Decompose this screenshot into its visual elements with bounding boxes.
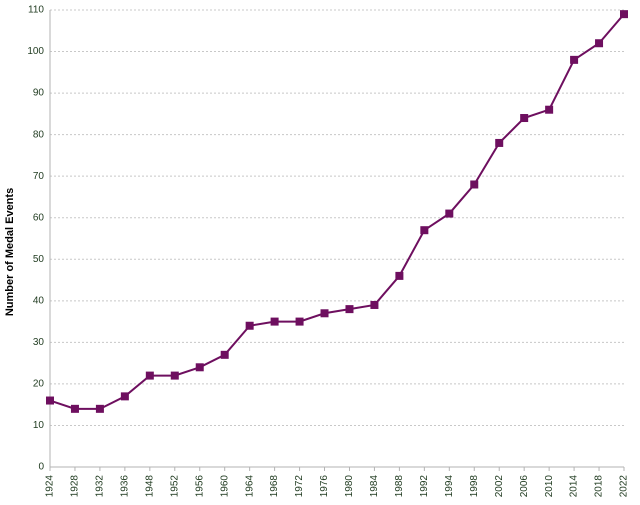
marker xyxy=(320,309,329,318)
line xyxy=(49,13,625,410)
x-tick-label: 1952 xyxy=(169,475,180,498)
marker xyxy=(170,371,179,380)
x-tick-label: 1948 xyxy=(144,475,155,498)
y-tick-label: 30 xyxy=(33,337,45,348)
y-tick-label: 60 xyxy=(33,212,45,223)
marker xyxy=(120,392,129,401)
x-tick-label: 2014 xyxy=(569,475,580,498)
x-tick-label: 1968 xyxy=(269,475,280,498)
x-tick-label: 1988 xyxy=(394,475,405,498)
y-tick-label: 90 xyxy=(33,88,45,99)
x-tick-label: 1964 xyxy=(244,475,255,498)
marker xyxy=(545,105,554,114)
y-tick-label: 70 xyxy=(33,171,45,182)
x-tick-label: 1992 xyxy=(419,475,430,498)
marker xyxy=(420,226,429,235)
marker xyxy=(270,317,279,326)
x-tick-label: 2006 xyxy=(519,475,530,498)
marker xyxy=(345,305,354,314)
x-tick-label: 1932 xyxy=(95,475,106,498)
marker xyxy=(95,404,104,413)
x-tick-label: 2018 xyxy=(594,475,605,498)
marker xyxy=(595,39,604,48)
marker xyxy=(495,138,504,147)
y-tick-label: 0 xyxy=(38,462,44,473)
y-tick-label: 10 xyxy=(33,420,45,431)
marker xyxy=(245,321,254,330)
y-tick-label: 110 xyxy=(28,5,44,16)
marker xyxy=(395,271,404,280)
marker xyxy=(445,209,454,218)
x-tick-label: 1924 xyxy=(45,475,56,498)
marker xyxy=(195,363,204,372)
x-tick-label: 2002 xyxy=(494,475,505,498)
y-axis-label: Number of Medal Events xyxy=(4,188,16,316)
x-tick-label: 1998 xyxy=(469,475,480,498)
y-tick-label: 20 xyxy=(33,379,45,390)
marker xyxy=(520,114,529,123)
marker xyxy=(220,350,229,359)
y-tick-label: 80 xyxy=(33,129,45,140)
y-tick-label: 100 xyxy=(27,46,44,57)
x-tick-label: 1972 xyxy=(294,475,305,498)
x-tick-label: 1980 xyxy=(344,475,355,498)
marker xyxy=(570,55,579,64)
x-tick-label: 1956 xyxy=(194,475,205,498)
x-tick-label: 2022 xyxy=(619,475,630,498)
x-tick-label: 1928 xyxy=(70,475,81,498)
y-tick-label: 40 xyxy=(33,295,45,306)
x-tick-label: 2010 xyxy=(544,475,555,498)
marker xyxy=(620,10,628,19)
x-tick-label: 1976 xyxy=(319,475,330,498)
marker xyxy=(70,404,79,413)
marker xyxy=(370,300,379,309)
x-tick-label: 1984 xyxy=(369,475,380,498)
marker xyxy=(46,396,54,405)
x-tick-label: 1936 xyxy=(120,475,131,498)
y-tick-label: 50 xyxy=(33,254,45,265)
x-tick-label: 1994 xyxy=(444,475,455,498)
marker xyxy=(470,180,479,189)
marker xyxy=(145,371,154,380)
x-tick-label: 1960 xyxy=(219,475,230,498)
marker xyxy=(295,317,304,326)
